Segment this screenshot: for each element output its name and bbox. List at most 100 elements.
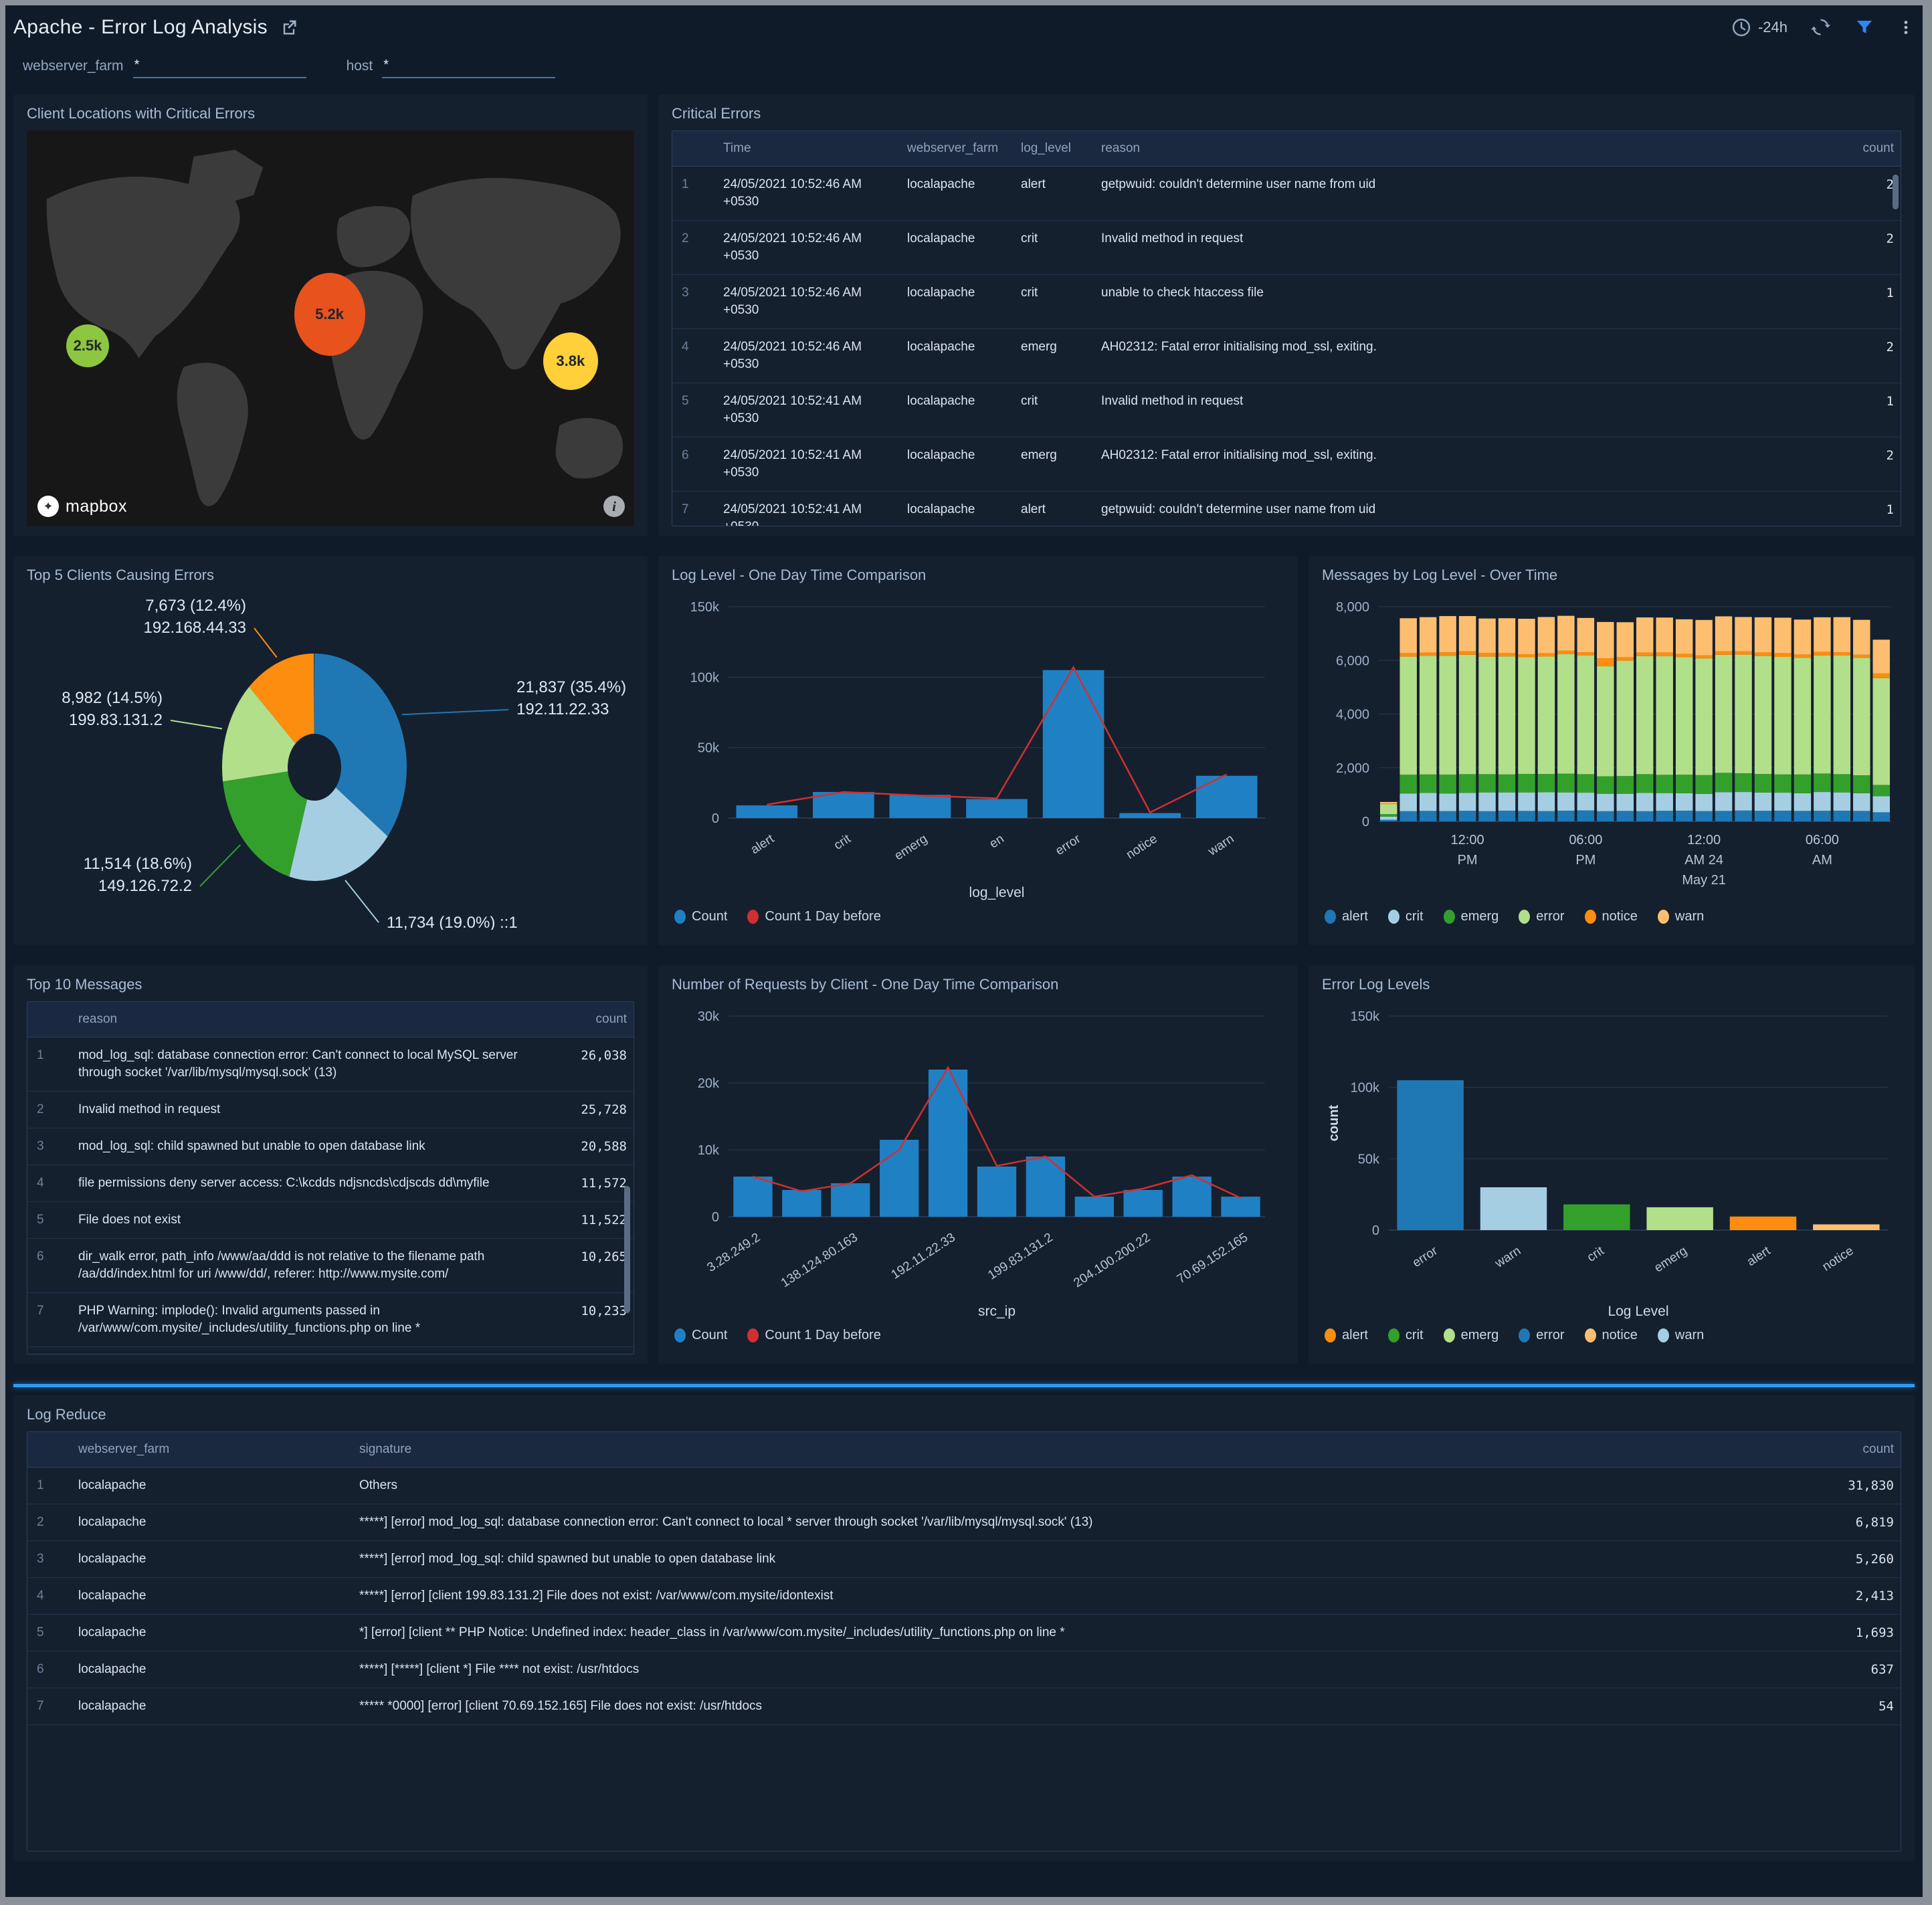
svg-text:199.83.131.2: 199.83.131.2 — [985, 1231, 1055, 1283]
filter-host-input[interactable] — [382, 56, 556, 78]
panel-top5-clients: Top 5 Clients Causing Errors 21,837 (35.… — [13, 556, 648, 945]
table-row[interactable]: 7 localapache ***** *0000] [error] [client… — [27, 1688, 1901, 1725]
column-header[interactable]: webserver_farm — [907, 141, 999, 155]
legend-item[interactable]: crit — [1387, 909, 1424, 924]
world-map[interactable]: 2.5k 5.2k 3.8k ✦ mapbox i — [27, 130, 634, 526]
refresh-icon[interactable] — [1810, 17, 1832, 38]
legend-item[interactable]: error — [1519, 909, 1565, 924]
resize-divider[interactable] — [13, 1384, 1915, 1387]
svg-text:AM 24: AM 24 — [1684, 853, 1723, 868]
svg-text:2,000: 2,000 — [1336, 761, 1369, 776]
top10-messages-table[interactable]: reason count 1 mod_log_sql: database connec… — [27, 1001, 634, 1355]
column-header[interactable]: count — [1862, 1442, 1894, 1456]
svg-text:8,982 (14.5%): 8,982 (14.5%) — [62, 689, 163, 707]
svg-text:10k: 10k — [698, 1143, 720, 1158]
svg-text:50k: 50k — [698, 741, 720, 756]
svg-text:0: 0 — [1372, 1223, 1379, 1238]
table-row[interactable]: 1 mod_log_sql: database connection error:… — [27, 1037, 634, 1092]
legend-item[interactable]: alert — [1325, 909, 1368, 924]
table-scrollbar[interactable] — [624, 1186, 630, 1313]
table-row[interactable]: 4 localapache *****] [error] [client 199.8… — [27, 1578, 1901, 1615]
svg-text:0: 0 — [1362, 815, 1369, 829]
svg-text:PM: PM — [1458, 853, 1478, 868]
error-log-levels-chart[interactable]: 0 50k 100k 150k error warn crit emerg alert notic… — [1322, 1001, 1901, 1324]
chart-legend: alert crit emerg error notice warn — [1322, 1324, 1901, 1343]
legend-item[interactable]: notice — [1584, 1328, 1638, 1343]
column-header[interactable]: count — [595, 1012, 627, 1026]
legend-item[interactable]: notice — [1584, 909, 1638, 924]
mapbox-logo[interactable]: ✦ mapbox — [37, 496, 127, 517]
svg-text:crit: crit — [1585, 1243, 1607, 1265]
table-row[interactable]: 1 24/05/2021 10:52:46 AM +0530 localapache… — [672, 167, 1901, 221]
messages-over-time-chart[interactable]: 0 2,000 4,000 6,000 8,000 12:00 PM 06:00 PM 12:00… — [1322, 592, 1901, 905]
legend-item[interactable]: warn — [1657, 909, 1704, 924]
legend-item[interactable]: Count 1 Day before — [747, 1328, 881, 1343]
legend-item[interactable]: Count — [674, 909, 727, 924]
panel-title: Critical Errors — [672, 105, 761, 122]
svg-text:06:00: 06:00 — [1806, 833, 1839, 847]
table-row[interactable]: 5 localapache *] [error] [client ** PHP No… — [27, 1615, 1901, 1651]
panel-title: Error Log Levels — [1322, 976, 1430, 993]
table-row[interactable]: 5 24/05/2021 10:52:41 AM +0530 localapache… — [672, 383, 1901, 437]
time-range-control[interactable]: -24h — [1731, 17, 1788, 37]
filter-icon[interactable] — [1854, 17, 1874, 37]
table-row[interactable]: 3 24/05/2021 10:52:46 AM +0530 localapache… — [672, 275, 1901, 329]
top5-clients-donut-chart[interactable]: 21,837 (35.4%) 192.11.22.33 11,734 (19.0%)… — [27, 592, 634, 930]
requests-by-client-chart[interactable]: 0 10k 20k 30k 3.28.249.2 138.124.80.163 192.11… — [672, 1001, 1282, 1324]
table-row[interactable]: 4 24/05/2021 10:52:46 AM +0530 localapache… — [672, 329, 1901, 383]
critical-errors-table[interactable]: Time webserver_farm log_level reason count 1 2… — [672, 130, 1901, 526]
svg-text:4,000: 4,000 — [1336, 708, 1369, 722]
map-bubble[interactable]: 3.8k — [543, 332, 598, 390]
panel-critical-errors: Critical Errors Time webserver_farm log_le… — [658, 94, 1915, 536]
legend-item[interactable]: emerg — [1443, 909, 1499, 924]
map-bubble[interactable]: 2.5k — [66, 324, 110, 368]
panel-title: Client Locations with Critical Errors — [27, 105, 256, 122]
svg-text:3.28.249.2: 3.28.249.2 — [704, 1231, 763, 1276]
filter-webserver-farm-label: webserver_farm — [23, 58, 124, 74]
filter-webserver-farm-input[interactable] — [132, 56, 306, 78]
legend-item[interactable]: alert — [1325, 1328, 1368, 1343]
table-row[interactable]: 2 Invalid method in request 25,728 — [27, 1092, 634, 1128]
table-row[interactable]: 1 localapache Others 31,830 — [27, 1468, 1901, 1504]
map-attribution-info-icon[interactable]: i — [603, 496, 625, 517]
svg-text:0: 0 — [712, 811, 719, 826]
table-row[interactable]: 2 24/05/2021 10:52:46 AM +0530 localapache… — [672, 221, 1901, 275]
table-row[interactable]: 3 localapache *****] [error] mod_log_sql: … — [27, 1541, 1901, 1578]
loglevel-comparison-chart[interactable]: 0 50k 100k 150k alert crit emerg en error notice w… — [672, 592, 1282, 905]
legend-item[interactable]: Count — [674, 1328, 727, 1343]
table-row[interactable]: 2 localapache *****] [error] mod_log_sql: … — [27, 1504, 1901, 1541]
panel-title: Log Level - One Day Time Comparison — [672, 567, 927, 583]
table-row[interactable]: 724/05/2021 10:52:41 AM +0530localapache… — [672, 492, 1901, 526]
map-bubble[interactable]: 5.2k — [294, 273, 365, 357]
table-row[interactable]: 6 24/05/2021 10:52:41 AM +0530 localapache… — [672, 437, 1901, 492]
table-row[interactable]: 6 localapache *****] [*****] [client *] Fi… — [27, 1651, 1901, 1688]
share-icon[interactable] — [280, 18, 298, 37]
legend-item[interactable]: error — [1519, 1328, 1565, 1343]
table-row[interactable]: 5 File does not exist 11,522 — [27, 1202, 634, 1239]
table-row[interactable]: 3 mod_log_sql: child spawned but unable t… — [27, 1128, 634, 1165]
time-range-label: -24h — [1757, 19, 1788, 35]
column-header[interactable]: signature — [359, 1442, 412, 1456]
panel-title: Top 10 Messages — [27, 976, 142, 993]
table-row[interactable]: 6 dir_walk error, path_info /www/aa/ddd i… — [27, 1239, 634, 1293]
column-header[interactable]: Time — [723, 141, 751, 155]
column-header[interactable]: log_level — [1021, 141, 1071, 155]
svg-text:emerg: emerg — [892, 832, 931, 864]
table-scrollbar[interactable] — [1893, 175, 1899, 209]
legend-item[interactable]: crit — [1387, 1328, 1424, 1343]
column-header[interactable]: reason — [78, 1012, 118, 1026]
legend-item[interactable]: Count 1 Day before — [747, 909, 881, 924]
column-header[interactable]: count — [1862, 141, 1894, 155]
svg-text:12:00: 12:00 — [1451, 833, 1484, 847]
column-header[interactable]: reason — [1101, 141, 1141, 155]
legend-item[interactable]: emerg — [1443, 1328, 1499, 1343]
log-reduce-table[interactable]: webserver_farm signature count 1 localapache… — [27, 1431, 1901, 1851]
svg-text:192.11.22.33: 192.11.22.33 — [889, 1231, 958, 1282]
table-row[interactable]: 4 file permissions deny server access: C:… — [27, 1165, 634, 1202]
kebab-menu-icon[interactable] — [1897, 17, 1915, 37]
chart-legend: alert crit emerg error notice warn — [1322, 905, 1901, 924]
table-row[interactable]: 7 PHP Warning: implode(): Invalid argumen… — [27, 1293, 634, 1347]
svg-text:150k: 150k — [690, 600, 720, 615]
legend-item[interactable]: warn — [1657, 1328, 1704, 1343]
column-header[interactable]: webserver_farm — [78, 1442, 170, 1456]
